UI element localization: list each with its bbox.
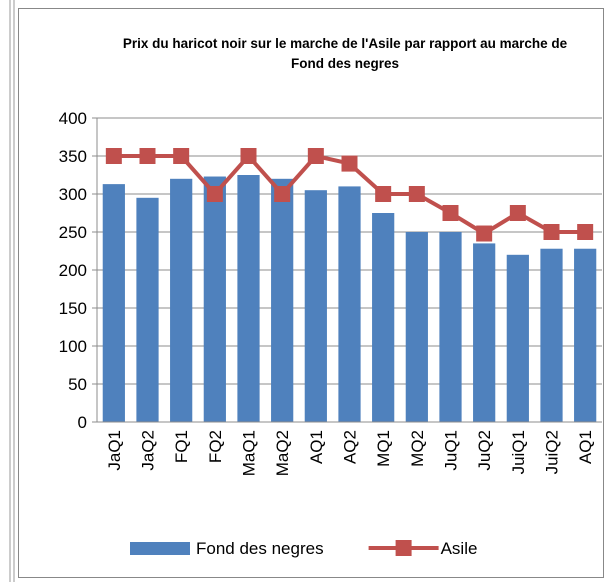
bar [170,178,193,422]
x-tick-label: AQ1 [307,430,326,464]
x-tick-label: JuQ2 [475,430,494,471]
y-tick-label: 100 [59,337,87,356]
marker [274,186,291,202]
x-tick-label: JuiQ2 [543,430,562,474]
bar [372,213,395,422]
marker [173,148,190,164]
bar [237,175,260,422]
bar [540,248,563,422]
bar [506,254,529,422]
marker [543,224,560,240]
x-tick-label: MQ1 [374,430,393,467]
bar [102,184,125,422]
x-tick-label: MQ2 [408,430,427,467]
x-tick-label: AQ1 [576,430,595,464]
bar [473,243,496,422]
marker [476,225,493,242]
bar [203,176,226,422]
marker [105,148,122,164]
bar [405,232,428,422]
marker [408,186,425,202]
x-tick-label: JuiQ1 [509,430,528,474]
legend-swatch [130,542,190,555]
x-tick-label: MaQ2 [273,430,292,476]
y-tick-label: 400 [59,109,87,128]
bar [271,178,294,422]
y-tick-label: 300 [59,185,87,204]
marker [375,186,392,202]
bar [574,248,597,422]
x-tick-label: JaQ1 [105,430,124,471]
x-tick-label: FQ2 [206,430,225,463]
marker [341,155,358,172]
x-tick-label: MaQ1 [240,430,259,476]
bar [338,186,361,422]
y-tick-label: 200 [59,261,87,280]
marker [307,148,324,164]
legend-label: Asile [441,539,478,558]
y-tick-label: 50 [68,375,87,394]
y-tick-label: 0 [78,413,87,432]
chart-title: Prix du haricot noir sur le marche de l'… [122,36,568,71]
legend-label: Fond des negres [196,539,324,558]
x-tick-label: AQ2 [341,430,360,464]
y-tick-label: 150 [59,299,87,318]
marker [442,205,459,221]
marker [206,186,223,202]
y-tick-label: 250 [59,223,87,242]
bar [304,190,327,422]
marker [240,148,257,164]
marker [509,205,526,221]
x-tick-label: FQ1 [172,430,191,463]
y-tick-label: 350 [59,147,87,166]
x-tick-label: JuQ1 [442,430,461,471]
bar [439,232,462,422]
bar [136,197,159,422]
legend-swatch [395,540,412,556]
marker [577,224,594,240]
chart-border [18,8,604,578]
x-tick-label: JaQ2 [139,430,158,471]
marker [139,148,156,164]
